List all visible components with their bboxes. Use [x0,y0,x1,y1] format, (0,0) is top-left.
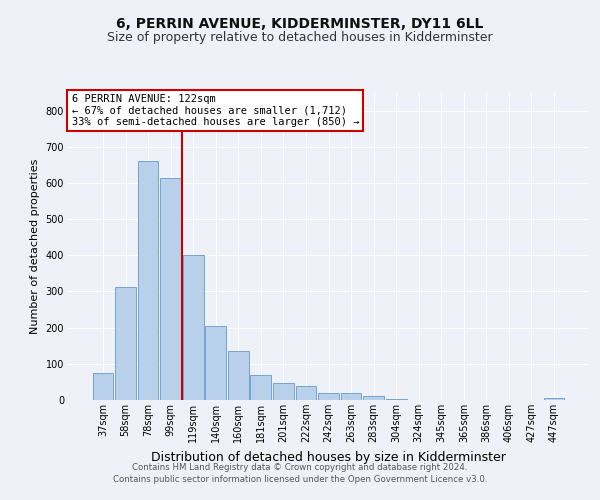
Text: Size of property relative to detached houses in Kidderminster: Size of property relative to detached ho… [107,31,493,44]
Text: Contains public sector information licensed under the Open Government Licence v3: Contains public sector information licen… [113,475,487,484]
X-axis label: Distribution of detached houses by size in Kidderminster: Distribution of detached houses by size … [151,450,506,464]
Bar [183,256,203,400]
Bar [296,386,316,400]
Bar [137,161,158,400]
Bar [115,287,136,400]
Y-axis label: Number of detached properties: Number of detached properties [30,158,40,334]
Bar [544,398,565,400]
Bar [160,178,181,400]
Bar [273,382,294,400]
Bar [341,394,361,400]
Bar [363,396,384,400]
Text: Contains HM Land Registry data © Crown copyright and database right 2024.: Contains HM Land Registry data © Crown c… [132,462,468,471]
Text: 6, PERRIN AVENUE, KIDDERMINSTER, DY11 6LL: 6, PERRIN AVENUE, KIDDERMINSTER, DY11 6L… [116,18,484,32]
Bar [318,393,339,400]
Bar [205,326,226,400]
Bar [228,351,248,400]
Bar [386,399,407,400]
Text: 6 PERRIN AVENUE: 122sqm
← 67% of detached houses are smaller (1,712)
33% of semi: 6 PERRIN AVENUE: 122sqm ← 67% of detache… [71,94,359,127]
Bar [92,373,113,400]
Bar [250,374,271,400]
